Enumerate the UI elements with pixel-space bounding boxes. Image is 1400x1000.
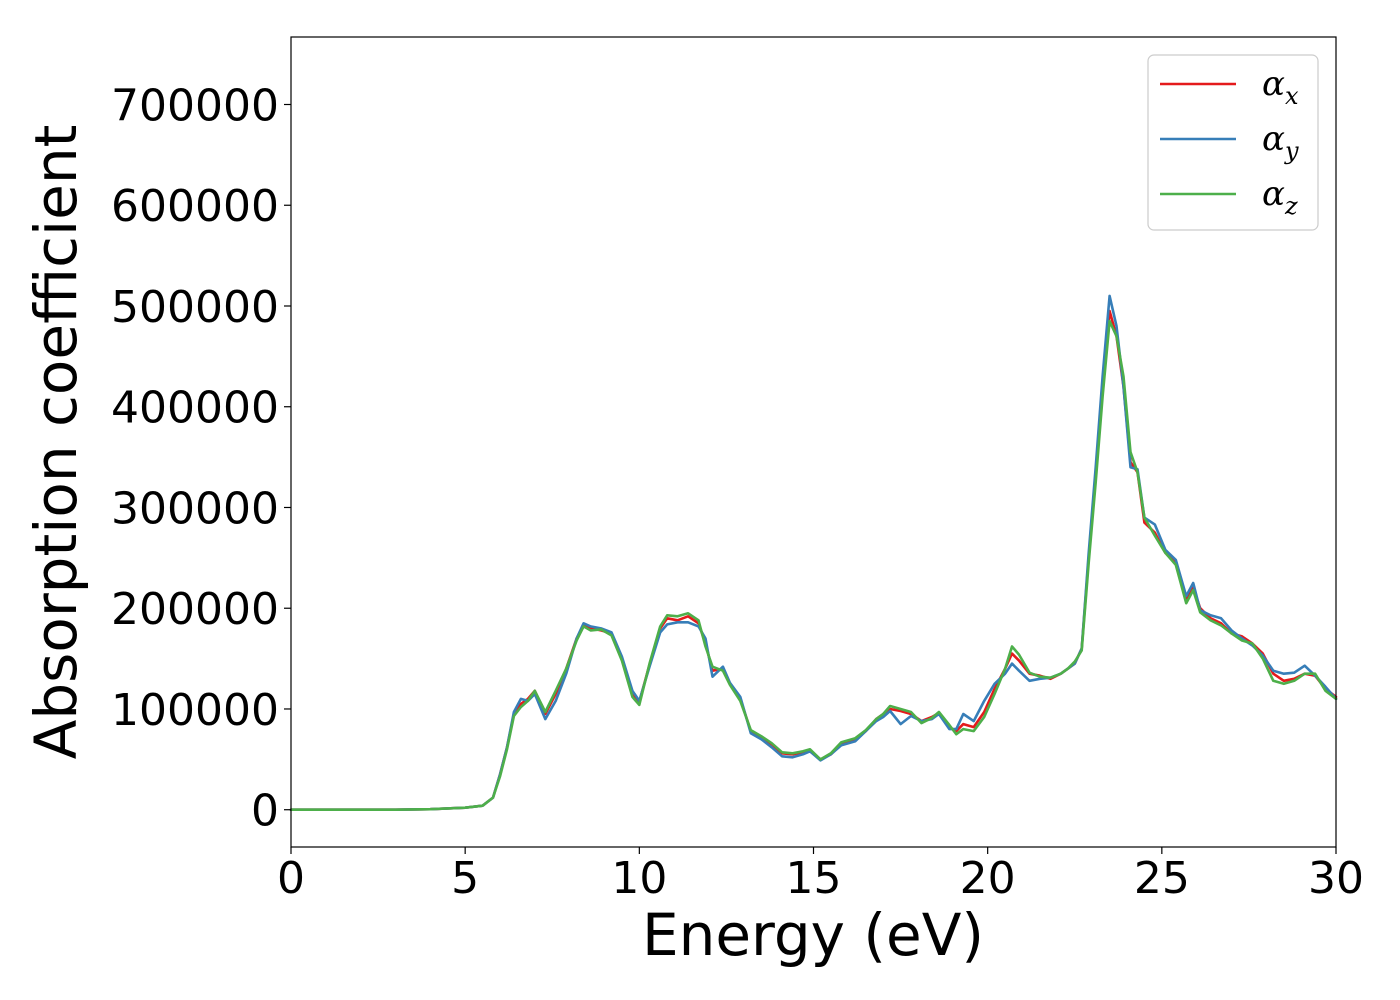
- series-line-y: [289, 294, 1338, 811]
- x-tick-label: 30: [1308, 853, 1364, 904]
- x-axis-ticks: 0 5 10 15 20 25 30: [277, 847, 1364, 904]
- x-tick-label: 5: [451, 853, 479, 904]
- series-line-z: [289, 319, 1338, 811]
- x-tick-label: 25: [1134, 853, 1190, 904]
- x-axis-label: Energy (eV): [642, 901, 984, 969]
- y-tick-label: 0: [251, 786, 279, 837]
- y-tick-label: 700000: [111, 81, 279, 132]
- legend-box: [1147, 54, 1319, 231]
- y-tick-label: 500000: [111, 282, 279, 333]
- y-tick-label: 600000: [111, 181, 279, 232]
- y-tick-label: 300000: [111, 483, 279, 534]
- y-tick-label: 200000: [111, 584, 279, 635]
- x-tick-label: 10: [611, 853, 667, 904]
- y-tick-label: 400000: [111, 383, 279, 434]
- y-axis-label: Absorption coefficient: [22, 125, 90, 760]
- y-axis-ticks: 0 100000 200000 300000 400000 500000 600000 700…: [111, 81, 291, 837]
- series-line-x: [289, 309, 1338, 811]
- x-tick-label: 0: [277, 853, 305, 904]
- series-lines: [289, 294, 1338, 811]
- y-tick-label: 100000: [111, 685, 279, 736]
- x-tick-label: 20: [960, 853, 1016, 904]
- x-tick-label: 15: [786, 853, 842, 904]
